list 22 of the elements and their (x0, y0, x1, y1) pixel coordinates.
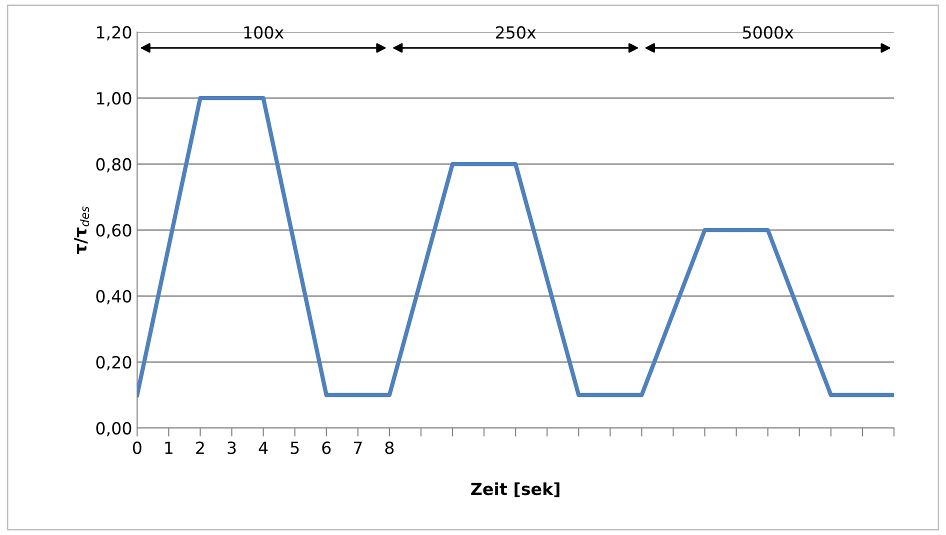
y-tick-label: 1,00 (97, 92, 132, 106)
y-tick-label: 0,00 (96, 422, 132, 436)
x-axis-title: Zeit [sek] (471, 482, 560, 498)
y-tick-label: 0,20 (96, 356, 132, 370)
line-series (137, 96, 894, 398)
y-tick-label: 0,80 (96, 158, 132, 172)
y-tick-label: 0,60 (96, 224, 132, 238)
annotation: 100x (244, 26, 284, 39)
x-tick-label: 5 (290, 442, 299, 454)
x-tick-label: 1 (165, 442, 172, 454)
x-tick-label: 6 (322, 441, 331, 454)
x-tick-label: 7 (354, 442, 362, 454)
x-tick-label: 2 (196, 441, 204, 454)
y-tick-label: 1,20 (97, 26, 132, 40)
x-tick-label: 0 (132, 441, 142, 454)
annotation: 250x (496, 26, 536, 39)
x-tick-label: 4 (258, 442, 268, 454)
y-tick-label: 0,40 (96, 290, 132, 304)
annotation: 5000x (742, 26, 794, 39)
x-tick-label: 3 (228, 441, 236, 454)
x-tick-label: 8 (385, 441, 394, 454)
y-axis-title: τ/τ$_{des}$ (74, 206, 90, 254)
